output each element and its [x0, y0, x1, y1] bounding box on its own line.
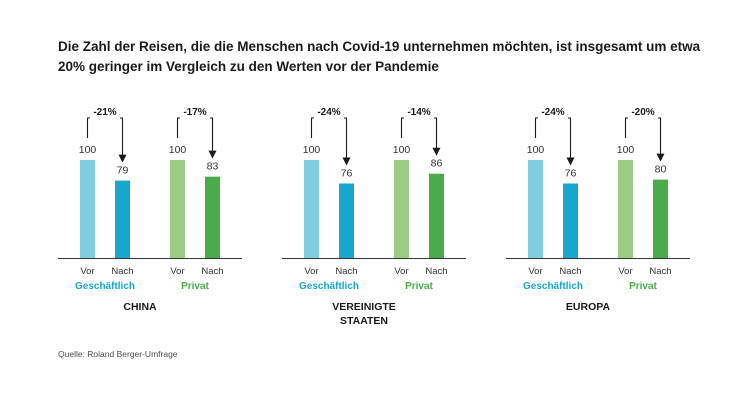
- region-label: VEREINIGTE: [332, 301, 396, 313]
- change-label: -21%: [93, 107, 116, 118]
- category-label-nach: Nach: [335, 266, 357, 277]
- group-label-geschaeftlich: Geschäftlich: [523, 281, 583, 292]
- category-label-nach: Nach: [111, 266, 133, 277]
- group-label-privat: Privat: [629, 281, 657, 292]
- bar-privat-vor: [394, 160, 409, 258]
- region-label: CHINA: [123, 301, 157, 313]
- change-label: -24%: [541, 107, 564, 118]
- bar-geschaeftlich-nach: [339, 183, 354, 258]
- category-label-vor: Vor: [170, 266, 184, 277]
- group-label-geschaeftlich: Geschäftlich: [75, 281, 135, 292]
- data-label: 79: [117, 165, 129, 177]
- bar-privat-nach: [653, 179, 668, 258]
- change-label: -17%: [183, 107, 206, 118]
- category-label-nach: Nach: [649, 266, 671, 277]
- chart-title: Die Zahl der Reisen, die die Menschen na…: [58, 37, 701, 77]
- group-label-geschaeftlich: Geschäftlich: [299, 281, 359, 292]
- category-label-vor: Vor: [80, 266, 94, 277]
- bar-privat-vor: [618, 160, 633, 258]
- category-label-nach: Nach: [425, 266, 447, 277]
- change-label-bg: [314, 105, 344, 119]
- chart-title-line-2: 20% geringer im Vergleich zu den Werten …: [58, 59, 439, 74]
- change-label: -20%: [631, 107, 654, 118]
- data-label: 80: [655, 164, 667, 176]
- source-note: Quelle: Roland Berger-Umfrage: [58, 349, 178, 359]
- data-label: 76: [565, 168, 577, 180]
- category-label-vor: Vor: [304, 266, 318, 277]
- region-label: EUROPA: [566, 301, 611, 313]
- change-label-bg: [180, 105, 210, 119]
- bar-geschaeftlich-nach: [115, 180, 130, 258]
- data-label: 100: [617, 144, 635, 156]
- group-label-privat: Privat: [405, 281, 433, 292]
- bar-privat-nach: [205, 176, 220, 258]
- data-label: 76: [341, 168, 353, 180]
- bar-geschaeftlich-vor: [304, 160, 319, 258]
- category-label-vor: Vor: [394, 266, 408, 277]
- region-label: STAATEN: [340, 315, 388, 327]
- data-label: 100: [393, 144, 411, 156]
- data-label: 100: [169, 144, 187, 156]
- change-label-bg: [538, 105, 568, 119]
- category-label-vor: Vor: [528, 266, 542, 277]
- data-label: 100: [79, 144, 97, 156]
- data-label: 100: [303, 144, 321, 156]
- bar-geschaeftlich-vor: [528, 160, 543, 258]
- category-label-vor: Vor: [618, 266, 632, 277]
- bar-geschaeftlich-nach: [563, 183, 578, 258]
- data-label: 83: [207, 161, 219, 173]
- change-label: -24%: [317, 107, 340, 118]
- change-label-bg: [90, 105, 120, 119]
- data-label: 100: [527, 144, 545, 156]
- change-label: -14%: [407, 107, 430, 118]
- category-label-nach: Nach: [559, 266, 581, 277]
- chart-title-line-1: Die Zahl der Reisen, die die Menschen na…: [58, 39, 701, 54]
- group-label-privat: Privat: [181, 281, 209, 292]
- data-label: 86: [431, 158, 443, 170]
- bar-geschaeftlich-vor: [80, 160, 95, 258]
- change-label-bg: [628, 105, 658, 119]
- category-label-nach: Nach: [201, 266, 223, 277]
- change-label-bg: [404, 105, 434, 119]
- bar-privat-vor: [170, 160, 185, 258]
- bar-privat-nach: [429, 173, 444, 258]
